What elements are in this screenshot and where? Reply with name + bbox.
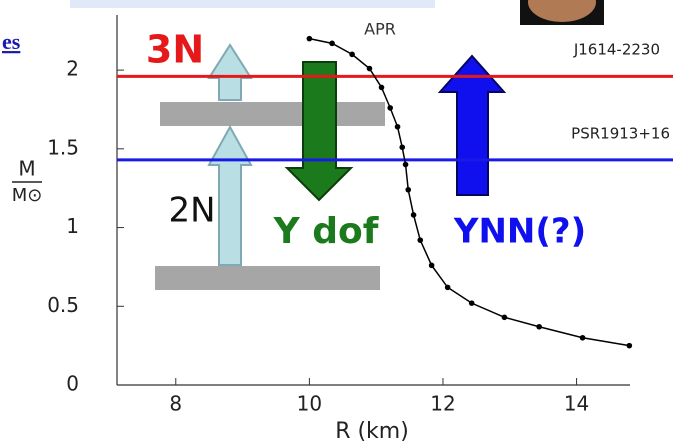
arrow-y-dof: [287, 62, 351, 200]
marker: [417, 237, 423, 243]
x-tick-label: 14: [564, 392, 589, 416]
arrow-3n: [209, 45, 251, 100]
y-tick-label: 0.5: [47, 293, 79, 317]
header-strip: [70, 0, 435, 8]
marker: [429, 263, 435, 269]
y-tick-label: 0: [66, 372, 79, 396]
band-upper: [160, 102, 385, 126]
reference-label: J1614-2230: [573, 41, 660, 59]
band-lower: [155, 266, 380, 290]
marker: [502, 314, 508, 320]
x-tick-label: 12: [430, 392, 455, 416]
marker: [395, 124, 401, 130]
annotation: es: [2, 29, 21, 54]
marker: [399, 144, 405, 150]
marker: [411, 212, 417, 218]
x-tick-label: 10: [297, 392, 322, 416]
marker: [536, 324, 542, 330]
y-tick-label: 1.5: [47, 135, 79, 159]
marker: [387, 105, 393, 111]
marker: [367, 66, 373, 72]
marker: [405, 187, 411, 193]
marker: [580, 335, 586, 341]
marker: [329, 41, 335, 47]
reference-label: PSR1913+16: [571, 125, 670, 143]
x-axis-label: R (km): [335, 419, 409, 444]
marker: [403, 162, 409, 168]
marker: [469, 300, 475, 306]
annotation: Y dof: [273, 211, 379, 252]
marker: [445, 285, 451, 291]
annotation: 3N: [146, 28, 204, 72]
annotation: YNN(?): [453, 212, 586, 252]
y-label-den: M⊙: [12, 185, 43, 206]
y-label-num: M: [18, 157, 35, 181]
series-label: APR: [364, 20, 396, 39]
annotation: 2N: [168, 191, 215, 231]
y-tick-label: 2: [66, 57, 79, 81]
x-tick-label: 8: [169, 392, 182, 416]
y-tick-label: 1: [66, 214, 79, 238]
marker: [349, 52, 355, 58]
marker: [627, 343, 633, 349]
slide: R (km) M M⊙ 0 0.5 1 1.5 2 8 10 12 14 J1614-2230 PS…: [0, 0, 673, 446]
marker: [379, 85, 385, 91]
marker: [307, 36, 313, 42]
